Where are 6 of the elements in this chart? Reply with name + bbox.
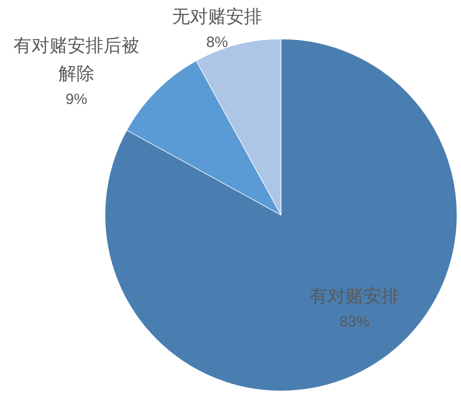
slice-label: 有对赌安排后被解除 xyxy=(13,36,140,84)
data-label: 83% xyxy=(339,313,370,330)
data-label: 9% xyxy=(66,91,88,108)
slice-label: 无对赌安排 xyxy=(172,6,262,27)
data-label: 8% xyxy=(206,34,228,52)
slice-label: 有对赌安排 xyxy=(309,286,400,306)
